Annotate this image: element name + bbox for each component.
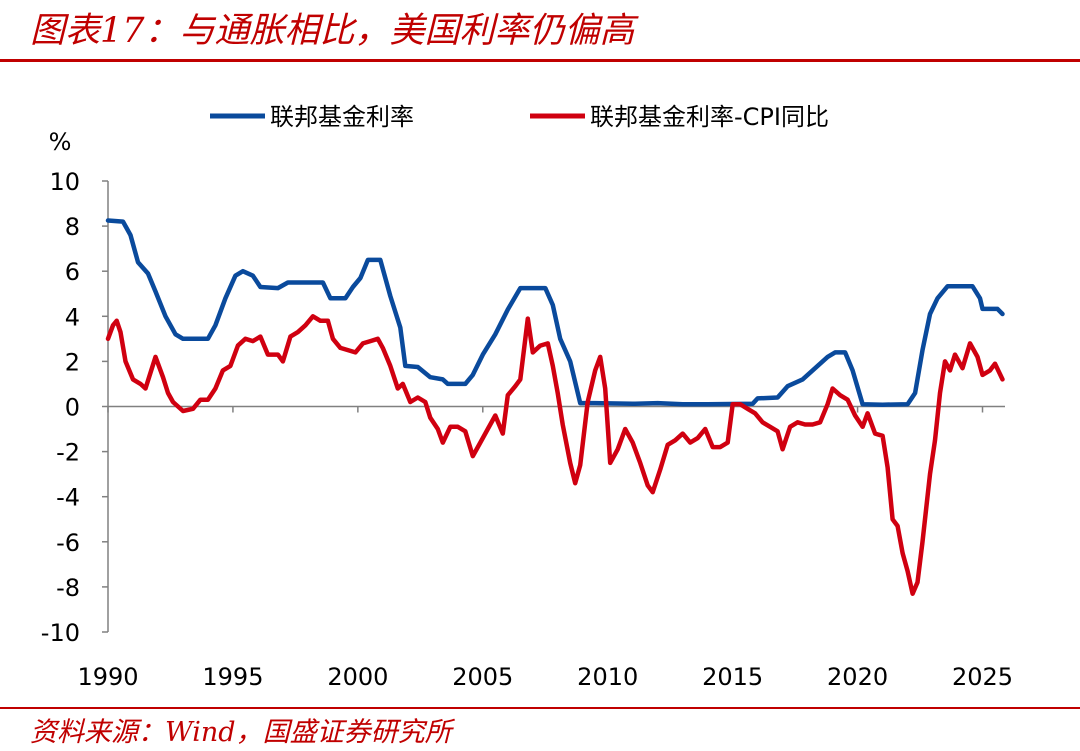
chart-legend: 联邦基金利率 联邦基金利率-CPI同比 (210, 103, 829, 131)
x-tick-label: 2010 (577, 663, 638, 691)
chart-title: 图表17：与通胀相比，美国利率仍偏高 (30, 11, 635, 51)
x-tick-label: 2005 (452, 663, 513, 691)
legend-label-1: 联邦基金利率-CPI同比 (590, 103, 829, 131)
y-tick-label: 0 (65, 394, 80, 422)
y-tick-label: -4 (56, 484, 80, 512)
series-line-1 (105, 314, 1005, 596)
x-tick-label: 2015 (702, 663, 763, 691)
y-tick-label: -8 (56, 574, 80, 602)
series-layer (105, 218, 1005, 596)
x-tick-label: 2020 (827, 663, 888, 691)
x-tick-label: 2025 (952, 663, 1013, 691)
x-tick-label: 1995 (202, 663, 263, 691)
x-tick-label: 1990 (77, 663, 138, 691)
y-tick-label: -6 (56, 529, 80, 557)
y-tick-label: 4 (65, 303, 80, 331)
y-axis-unit: % (49, 128, 72, 156)
source-note: 资料来源：Wind，国盛证券研究所 (30, 717, 452, 748)
source-divider (0, 707, 1080, 709)
x-tick-label: 2000 (327, 663, 388, 691)
series-line-0 (105, 218, 1005, 407)
y-tick-label: -2 (56, 439, 80, 467)
y-tick-label: 6 (65, 258, 80, 286)
y-tick-label: 8 (65, 213, 80, 241)
chart-axes: 10 8 6 4 2 0 -2 -4 -6 -8 -10% 1990 1995 2000 2005 2010 2… (41, 128, 1013, 691)
y-tick-label: 2 (65, 348, 80, 376)
y-tick-label: -10 (41, 619, 80, 647)
legend-label-0: 联邦基金利率 (270, 103, 414, 131)
line-chart: 10 8 6 4 2 0 -2 -4 -6 -8 -10% 1990 1995 2000 2005 2010 2… (41, 103, 1013, 691)
y-tick-label: 10 (49, 168, 80, 196)
title-divider (0, 59, 1080, 62)
